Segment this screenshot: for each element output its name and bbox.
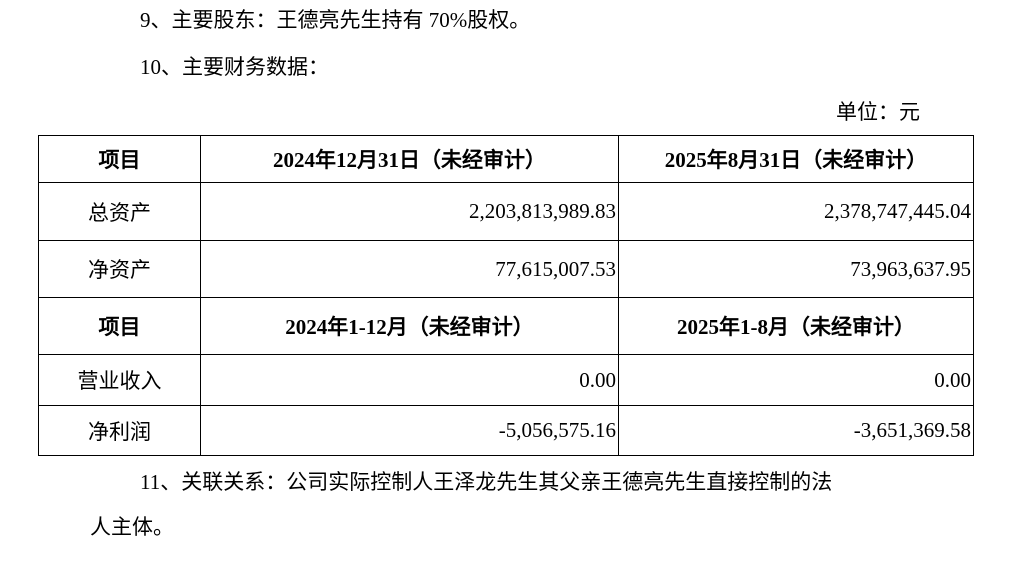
header-cell: 2024年12月31日（未经审计） <box>200 135 619 183</box>
value-cell: 77,615,007.53 <box>200 240 619 298</box>
value-cell: -3,651,369.58 <box>618 405 974 456</box>
paragraph-9-major-shareholder: 9、主要股东：王德亮先生持有 70%股权。 <box>140 8 531 32</box>
row-label: 净利润 <box>38 405 201 456</box>
table-row: 净资产 77,615,007.53 73,963,637.95 <box>38 240 974 298</box>
paragraph-11-continuation: 人主体。 <box>90 515 174 539</box>
row-label: 净资产 <box>38 240 201 298</box>
row-label: 总资产 <box>38 182 201 241</box>
table-row: 总资产 2,203,813,989.83 2,378,747,445.04 <box>38 182 974 241</box>
unit-label: 单位：元 <box>836 100 920 124</box>
value-cell: 0.00 <box>200 354 619 406</box>
value-cell: -5,056,575.16 <box>200 405 619 456</box>
header-cell: 2025年8月31日（未经审计） <box>618 135 974 183</box>
paragraph-11-related-party: 11、关联关系：公司实际控制人王泽龙先生其父亲王德亮先生直接控制的法 <box>140 470 833 494</box>
header-cell: 2025年1-8月（未经审计） <box>618 297 974 355</box>
header-cell: 项目 <box>38 135 201 183</box>
row-label: 营业收入 <box>38 354 201 406</box>
value-cell: 73,963,637.95 <box>618 240 974 298</box>
value-cell: 0.00 <box>618 354 974 406</box>
paragraph-10-financial-data: 10、主要财务数据： <box>140 55 329 79</box>
table-header-row: 项目 2024年12月31日（未经审计） 2025年8月31日（未经审计） <box>38 135 974 183</box>
header-cell: 2024年1-12月（未经审计） <box>200 297 619 355</box>
value-cell: 2,203,813,989.83 <box>200 182 619 241</box>
table-row: 净利润 -5,056,575.16 -3,651,369.58 <box>38 405 974 456</box>
header-cell: 项目 <box>38 297 201 355</box>
table-row: 营业收入 0.00 0.00 <box>38 354 974 406</box>
financial-data-table: 项目 2024年12月31日（未经审计） 2025年8月31日（未经审计） 总资… <box>38 135 974 456</box>
table-header-row: 项目 2024年1-12月（未经审计） 2025年1-8月（未经审计） <box>38 297 974 355</box>
value-cell: 2,378,747,445.04 <box>618 182 974 241</box>
